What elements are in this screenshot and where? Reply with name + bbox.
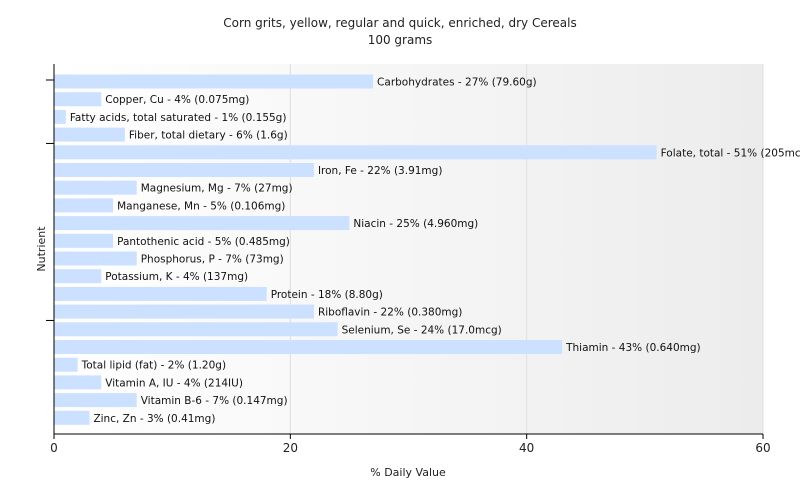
bar (54, 340, 563, 354)
bar-label: Copper, Cu - 4% (0.075mg) (105, 94, 249, 106)
bar (54, 180, 137, 195)
bar (54, 286, 267, 301)
x-tick-label: 60 (755, 441, 770, 455)
bar-label: Manganese, Mn - 5% (0.106mg) (117, 200, 285, 212)
bar (54, 410, 90, 425)
bar-label: Protein - 18% (8.80g) (271, 289, 383, 301)
bar-label: Pantothenic acid - 5% (0.485mg) (117, 236, 290, 248)
bar (54, 109, 66, 124)
bar-label: Zinc, Zn - 3% (0.41mg) (93, 413, 215, 425)
bar-labels: Carbohydrates - 27% (79.60g) Copper, Cu -… (70, 77, 800, 425)
bar (54, 393, 137, 408)
bar (54, 357, 78, 372)
bar-label: Vitamin B-6 - 7% (0.147mg) (141, 395, 288, 407)
x-tick-label: 40 (519, 441, 534, 455)
bar (54, 322, 338, 337)
bar-label: Folate, total - 51% (205mcg) (661, 147, 800, 159)
bar (54, 145, 657, 160)
bar-label: Magnesium, Mg - 7% (27mg) (141, 183, 293, 195)
bar-label: Selenium, Se - 24% (17.0mcg) (342, 324, 502, 336)
bar (54, 92, 102, 107)
x-tick-label: 0 (50, 441, 58, 455)
bar-label: Vitamin A, IU - 4% (214IU) (105, 377, 243, 389)
grid-lines (289, 64, 764, 434)
x-ticks: 0 20 40 60 (50, 434, 771, 455)
bar-label: Phosphorus, P - 7% (73mg) (141, 254, 284, 266)
bar-label: Niacin - 25% (4.960mg) (353, 218, 478, 230)
bar-label: Total lipid (fat) - 2% (1.20g) (81, 360, 226, 372)
bar-label: Carbohydrates - 27% (79.60g) (377, 77, 537, 89)
bar-label: Fiber, total dietary - 6% (1.6g) (129, 130, 288, 142)
bar-label: Potassium, K - 4% (137mg) (105, 271, 248, 283)
bar-label: Riboflavin - 22% (0.380mg) (318, 307, 462, 319)
bar (54, 251, 137, 266)
axes (53, 64, 763, 435)
bar-label: Fatty acids, total saturated - 1% (0.155… (70, 112, 287, 124)
x-axis-label: % Daily Value (370, 466, 446, 479)
bar (54, 269, 102, 284)
y-axis-label: Nutrient (35, 226, 48, 272)
bar-label: Thiamin - 43% (0.640mg) (565, 342, 701, 354)
bar-label: Iron, Fe - 22% (3.91mg) (318, 165, 442, 177)
plot-background (54, 64, 763, 434)
bar (54, 74, 374, 89)
bar (54, 127, 125, 142)
bar (54, 233, 114, 248)
bar (54, 304, 314, 319)
chart-subtitle: 100 grams (368, 33, 433, 47)
bars (54, 74, 657, 425)
bar (54, 198, 114, 213)
chart-title: Corn grits, yellow, regular and quick, e… (223, 16, 576, 30)
bar (54, 375, 102, 390)
bar (54, 216, 350, 231)
x-tick-label: 20 (283, 441, 298, 455)
y-ticks (46, 79, 54, 321)
bar (54, 163, 314, 177)
